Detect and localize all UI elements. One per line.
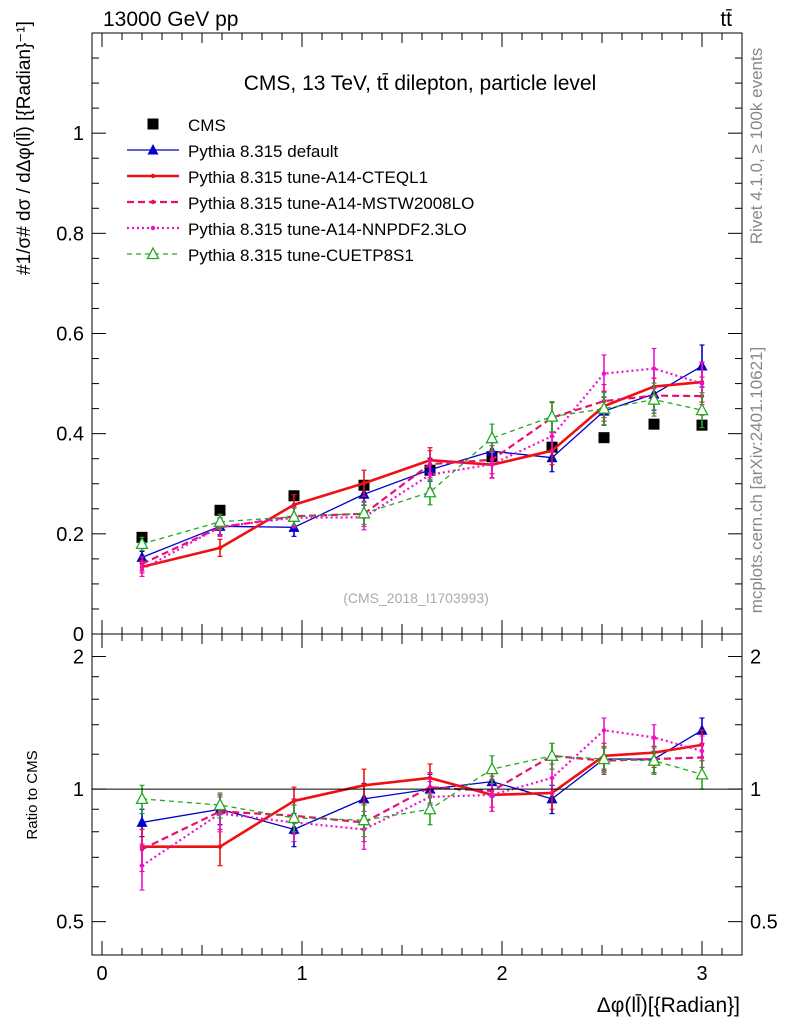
ratio-line-pythia-8-315-tune-a14-nnpdf2-3lo <box>141 729 703 867</box>
main-point <box>357 505 371 519</box>
ratio-line-pythia-8-315-tune-a14-cteql1 <box>142 743 703 848</box>
ratio-point <box>423 801 437 815</box>
legend-marker <box>150 225 156 231</box>
ratio-y-tick-label-left: 2 <box>73 647 84 669</box>
main-point <box>647 392 661 405</box>
ratio-point <box>357 812 371 826</box>
main-y-tick-label: 0.4 <box>56 424 84 446</box>
ratio-point <box>485 761 499 775</box>
x-tick-label: 2 <box>496 963 507 985</box>
main-y-tick-label: 0.8 <box>56 223 84 245</box>
ratio-point <box>695 766 709 780</box>
ratio-y-tick-label-right: 1 <box>750 779 761 801</box>
legend-marker <box>150 173 156 179</box>
legend-entry: Pythia 8.315 tune-CUETP8S1 <box>127 246 414 265</box>
ratio-point <box>139 863 145 868</box>
legend-label: Pythia 8.315 tune-A14-CTEQL1 <box>188 168 428 187</box>
main-point <box>427 472 433 477</box>
legend-label: Pythia 8.315 tune-CUETP8S1 <box>188 246 414 265</box>
main-series-pythia-8-315-tune-cuetp8s1 <box>135 382 709 551</box>
ratio-y-tick-label-right: 0.5 <box>750 912 778 934</box>
main-point <box>485 430 499 444</box>
legend-marker <box>147 118 159 130</box>
main-point <box>213 514 227 527</box>
ratio-point <box>647 753 661 766</box>
ratio-point <box>287 810 301 824</box>
ratio-y-axis-label: Ratio to CMS <box>24 750 41 839</box>
x-tick-label: 3 <box>696 963 707 985</box>
ratio-point <box>651 735 657 740</box>
main-y-axis-label: #1/σ# dσ / dΔφ(ll̄) [{Radian}⁻¹] <box>14 21 35 275</box>
mcplots-label: mcplots.cern.ch [arXiv:2401.10621] <box>747 347 766 613</box>
main-point <box>545 409 559 422</box>
main-point <box>651 366 657 371</box>
x-tick-label: 1 <box>296 963 307 985</box>
header-right-label: tt̄ <box>720 8 732 31</box>
main-point <box>601 371 607 376</box>
main-point <box>549 433 555 439</box>
legend: CMS Pythia 8.315 default Pythia 8.315 tune… <box>127 116 474 265</box>
main-plot-area <box>135 344 709 578</box>
main-y-tick-label: 1 <box>73 123 84 145</box>
legend-entry: Pythia 8.315 tune-A14-NNPDF2.3LO <box>127 220 467 239</box>
ratio-point <box>489 792 495 798</box>
legend-label: Pythia 8.315 tune-A14-MSTW2008LO <box>188 194 474 213</box>
ratio-point <box>136 816 148 827</box>
ratio-frame <box>91 633 743 956</box>
ratio-point <box>361 783 367 788</box>
main-point <box>489 462 495 467</box>
legend-entry: Pythia 8.315 tune-A14-MSTW2008LO <box>127 194 474 213</box>
main-panel: 0 0.2 0.4 0.6 0.8 1 <box>56 32 743 646</box>
legend-entry: Pythia 8.315 default <box>127 142 339 161</box>
main-point <box>139 567 145 572</box>
x-tick-label: 0 <box>96 963 107 985</box>
main-y-tick-label: 0.2 <box>56 524 84 546</box>
chart-title: CMS, 13 TeV, tt̄ dilepton, particle leve… <box>244 72 597 95</box>
rivet-label: Rivet 4.1.0, ≥ 100k events <box>747 48 766 244</box>
legend-entry: CMS <box>147 116 226 135</box>
ratio-point <box>545 748 559 761</box>
main-point <box>135 536 149 549</box>
legend-label: Pythia 8.315 tune-A14-NNPDF2.3LO <box>188 220 467 239</box>
main-line-pythia-8-315-tune-a14-nnpdf2-3lo <box>141 367 703 571</box>
main-point <box>214 504 226 516</box>
legend-label: CMS <box>188 116 226 135</box>
ratio-point <box>601 728 607 733</box>
legend-marker <box>147 144 159 155</box>
main-point <box>598 432 610 444</box>
ratio-point <box>213 797 227 811</box>
legend-marker <box>150 199 156 205</box>
x-axis-label: Δφ(ll̄)[{Radian}] <box>597 993 740 1017</box>
main-point <box>695 402 709 416</box>
ratio-point <box>699 748 705 754</box>
ratio-y-tick-label-left: 0.5 <box>56 912 84 934</box>
main-point <box>699 381 705 386</box>
main-point <box>423 484 437 498</box>
header-left-label: 13000 GeV pp <box>103 8 238 31</box>
legend-entry: Pythia 8.315 tune-A14-CTEQL1 <box>127 168 428 187</box>
main-line-pythia-8-315-tune-cuetp8s1 <box>141 398 703 545</box>
ratio-y-tick-label-right: 2 <box>750 647 761 669</box>
ratio-point <box>696 724 708 735</box>
ratio-panel: 0 1 2 3 0.5 0.5 1 1 2 2 <box>56 633 778 985</box>
main-point <box>287 509 301 522</box>
ratio-line-pythia-8-315-tune-a14-mstw2008lo <box>141 754 703 851</box>
legend-label: Pythia 8.315 default <box>188 142 339 161</box>
main-point <box>648 418 660 430</box>
main-point <box>361 481 367 486</box>
ratio-point <box>549 775 555 781</box>
legend-marker <box>146 246 160 260</box>
main-y-tick-label: 0.6 <box>56 324 84 346</box>
ratio-y-tick-label-left: 1 <box>73 779 84 801</box>
watermark: (CMS_2018_I1703993) <box>343 590 489 606</box>
main-point <box>597 401 611 414</box>
ratio-point <box>135 791 149 805</box>
ratio-point <box>597 751 611 765</box>
main-y-tick-label: 0 <box>73 624 84 646</box>
ratio-point <box>217 844 223 849</box>
main-point <box>217 545 223 551</box>
